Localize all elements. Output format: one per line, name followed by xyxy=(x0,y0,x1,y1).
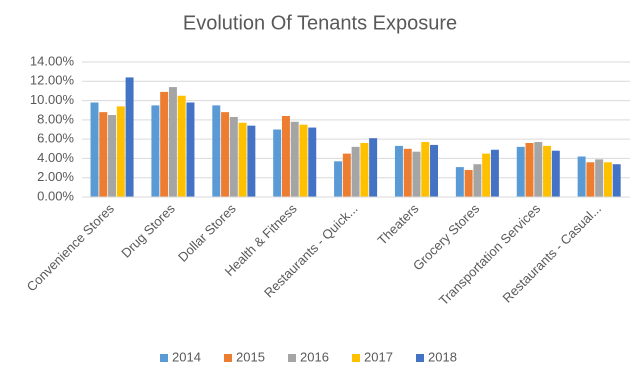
bar xyxy=(99,112,108,197)
bar xyxy=(412,151,421,197)
bar xyxy=(421,142,430,197)
legend-swatch xyxy=(352,354,360,362)
bar xyxy=(351,146,360,197)
y-tick-label: 2.00% xyxy=(37,169,74,184)
y-tick-label: 14.00% xyxy=(30,53,75,68)
bar xyxy=(403,148,412,197)
y-tick-label: 0.00% xyxy=(37,188,74,203)
legend-swatch xyxy=(160,354,168,362)
bar xyxy=(299,124,308,197)
bar xyxy=(525,143,534,197)
bar xyxy=(221,112,230,197)
bar xyxy=(394,145,403,197)
bar xyxy=(360,143,369,197)
bar xyxy=(342,153,351,197)
bar xyxy=(464,170,473,197)
bar xyxy=(577,156,586,197)
bar xyxy=(586,162,595,197)
bar xyxy=(612,164,621,197)
legend-swatch xyxy=(224,354,232,362)
bar xyxy=(334,161,343,197)
bar xyxy=(290,121,299,197)
y-tick-label: 8.00% xyxy=(37,111,74,126)
bar xyxy=(430,144,439,197)
bar xyxy=(125,77,134,197)
bar xyxy=(490,149,499,197)
bar xyxy=(108,115,117,197)
y-tick-label: 10.00% xyxy=(30,92,75,107)
bar xyxy=(516,146,525,197)
y-tick-label: 6.00% xyxy=(37,131,74,146)
legend-swatch xyxy=(416,354,424,362)
bar xyxy=(116,106,125,197)
bar xyxy=(534,142,543,197)
bar xyxy=(482,153,491,197)
bar xyxy=(281,116,290,197)
y-tick-label: 4.00% xyxy=(37,150,74,165)
bar xyxy=(151,105,160,197)
bar xyxy=(160,91,169,197)
legend-label: 2015 xyxy=(236,349,265,364)
bar xyxy=(186,102,195,197)
bar xyxy=(168,87,177,197)
bar xyxy=(90,102,99,197)
bar xyxy=(247,125,256,197)
bar xyxy=(595,159,604,197)
legend-label: 2017 xyxy=(364,349,393,364)
bar xyxy=(308,127,317,197)
bar xyxy=(455,167,464,197)
legend-swatch xyxy=(288,354,296,362)
bar xyxy=(603,162,612,197)
bar xyxy=(212,105,221,197)
legend-label: 2018 xyxy=(428,349,457,364)
y-tick-label: 12.00% xyxy=(30,73,75,88)
bar xyxy=(551,150,560,197)
legend-label: 2014 xyxy=(172,349,201,364)
chart-title: Evolution Of Tenants Exposure xyxy=(183,12,457,34)
bar xyxy=(238,122,247,197)
bar xyxy=(273,129,282,197)
bar xyxy=(229,116,238,197)
bar xyxy=(543,145,552,197)
bar xyxy=(473,164,482,197)
bar xyxy=(369,138,378,197)
legend-label: 2016 xyxy=(300,349,329,364)
bar xyxy=(177,95,186,197)
